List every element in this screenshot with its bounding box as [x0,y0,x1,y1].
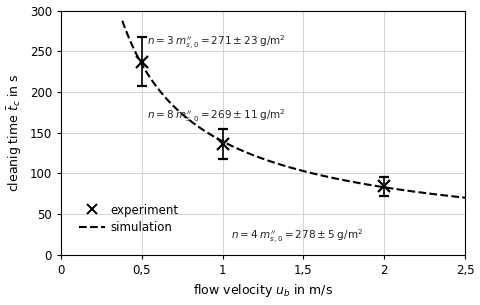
Text: $n = 8 \; m_{s,0}^{\prime\prime} = 269 \pm 11 \; \mathrm{g/m^2}$: $n = 8 \; m_{s,0}^{\prime\prime} = 269 \… [146,108,285,126]
Legend: experiment, simulation: experiment, simulation [79,203,179,234]
Text: $n = 3 \; m_{s,0}^{\prime\prime} = 271 \pm 23 \; \mathrm{g/m^2}$: $n = 3 \; m_{s,0}^{\prime\prime} = 271 \… [146,34,285,52]
Text: $n = 4 \; m_{s,0}^{\prime\prime} = 278 \pm 5 \; \mathrm{g/m^2}$: $n = 4 \; m_{s,0}^{\prime\prime} = 278 \… [231,228,363,246]
Y-axis label: cleanig time $\bar{t}_c$ in s: cleanig time $\bar{t}_c$ in s [6,74,24,192]
X-axis label: flow velocity $u_b$ in m/s: flow velocity $u_b$ in m/s [193,282,333,300]
